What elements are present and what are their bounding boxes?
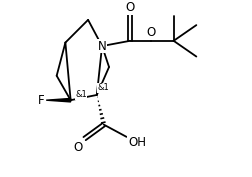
- Text: O: O: [146, 26, 155, 39]
- Text: OH: OH: [128, 136, 145, 149]
- Text: N: N: [97, 39, 106, 53]
- Text: &1: &1: [98, 84, 109, 92]
- Text: F: F: [38, 94, 44, 107]
- Text: O: O: [125, 1, 134, 14]
- Text: O: O: [73, 141, 82, 154]
- Text: &1: &1: [75, 90, 87, 99]
- Polygon shape: [46, 98, 70, 102]
